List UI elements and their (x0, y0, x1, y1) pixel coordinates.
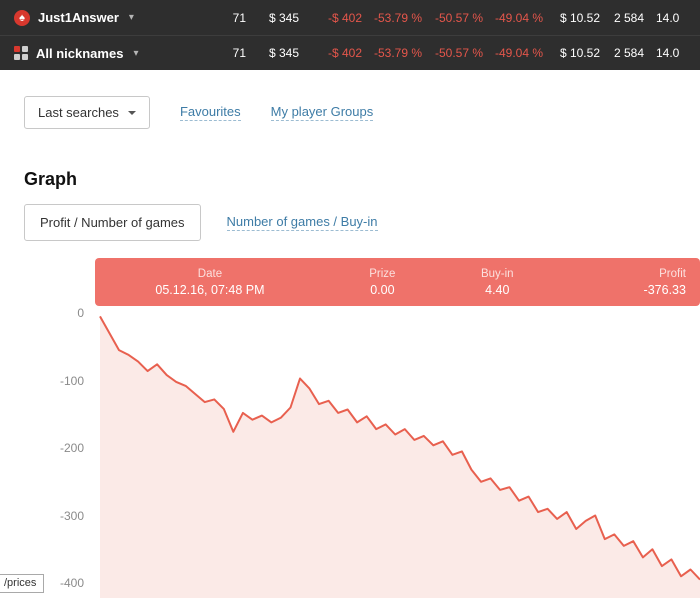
tooltip-buyin-value: 4.40 (485, 282, 510, 297)
favourites-link[interactable]: Favourites (179, 104, 241, 121)
tooltip-profit-value: -376.33 (643, 282, 686, 297)
cutoff-tooltip-fragment: /prices (0, 574, 45, 593)
player-selector-all-nicknames[interactable]: All nicknames ▾ (14, 46, 198, 61)
tooltip-date-value: 05.12.16, 07:48 PM (155, 282, 265, 297)
stat-profit: -$ 402 (327, 46, 362, 60)
stats-row-just1answer: ♠ Just1Answer ▾ 71 $ 345 -$ 402 -53.79 %… (0, 0, 700, 35)
graph-tabs: Profit / Number of games Number of games… (24, 204, 700, 241)
tab-number-of-games-buyin[interactable]: Number of games / Buy-in (226, 214, 378, 231)
stat-roi-1: -53.79 % (373, 46, 422, 60)
player-name[interactable]: All nicknames (36, 45, 124, 61)
profit-chart: Date 05.12.16, 07:48 PM Prize 0.00 Buy-i… (0, 258, 700, 598)
stat-avg-stake: $ 10.52 (559, 10, 600, 25)
stat-avg-stake: $ 10.52 (559, 46, 600, 60)
graph-heading: Graph (24, 169, 78, 189)
profit-chart-canvas[interactable] (0, 306, 700, 598)
stat-ability: 14.0 (656, 46, 680, 60)
tooltip-prize-column: Prize 0.00 (325, 258, 440, 306)
y-axis-tick-label: -200 (59, 441, 84, 455)
y-axis-tick-label: 0 (77, 306, 84, 320)
last-searches-label: Last searches (38, 105, 119, 120)
chart-tooltip: Date 05.12.16, 07:48 PM Prize 0.00 Buy-i… (95, 258, 700, 306)
tooltip-profit-column: Profit -376.33 (555, 258, 700, 306)
stat-stake: $ 345 (268, 46, 299, 60)
tooltip-profit-label: Profit (659, 267, 686, 280)
y-axis-tick-label: -100 (59, 373, 84, 388)
stat-games: 71 (232, 46, 246, 60)
pokerstars-icon: ♠ (14, 9, 30, 26)
stat-roi-1: -53.79 % (373, 10, 422, 25)
tab-profit-number-of-games[interactable]: Profit / Number of games (24, 204, 201, 241)
stats-row-all-nicknames: All nicknames ▾ 71 $ 345 -$ 402 -53.79 %… (0, 35, 700, 70)
tooltip-buyin-column: Buy-in 4.40 (440, 258, 555, 306)
all-sites-icon (14, 46, 28, 60)
stat-stake: $ 345 (268, 10, 299, 25)
chevron-down-icon (127, 110, 136, 115)
stat-games: 71 (232, 10, 246, 25)
stat-count: 2 584 (613, 10, 644, 25)
stat-roi-2: -50.57 % (434, 46, 483, 60)
tooltip-prize-label: Prize (369, 267, 396, 280)
my-player-groups-link[interactable]: My player Groups (270, 104, 374, 121)
player-selector-just1answer[interactable]: ♠ Just1Answer ▾ (14, 9, 198, 26)
tooltip-date-label: Date (197, 267, 223, 280)
player-name[interactable]: Just1Answer (38, 10, 119, 25)
y-axis-tick-label: -400 (59, 576, 84, 590)
stat-roi-3: -49.04 % (494, 10, 543, 25)
last-searches-button[interactable]: Last searches (24, 96, 150, 129)
stat-roi-2: -50.57 % (434, 10, 483, 25)
tooltip-date-column: Date 05.12.16, 07:48 PM (95, 258, 325, 306)
search-toolbar: Last searches Favourites My player Group… (24, 96, 700, 129)
tooltip-buyin-label: Buy-in (480, 267, 514, 280)
chevron-down-icon: ▾ (128, 12, 134, 23)
stat-roi-3: -49.04 % (494, 46, 543, 60)
stat-ability: 14.0 (656, 10, 680, 25)
y-axis-tick-label: -300 (59, 508, 84, 523)
stat-profit: -$ 402 (327, 10, 362, 25)
tooltip-prize-value: 0.00 (370, 282, 395, 297)
player-stats-bar: ♠ Just1Answer ▾ 71 $ 345 -$ 402 -53.79 %… (0, 0, 700, 70)
stat-count: 2 584 (613, 46, 644, 60)
chevron-down-icon: ▾ (133, 47, 139, 59)
